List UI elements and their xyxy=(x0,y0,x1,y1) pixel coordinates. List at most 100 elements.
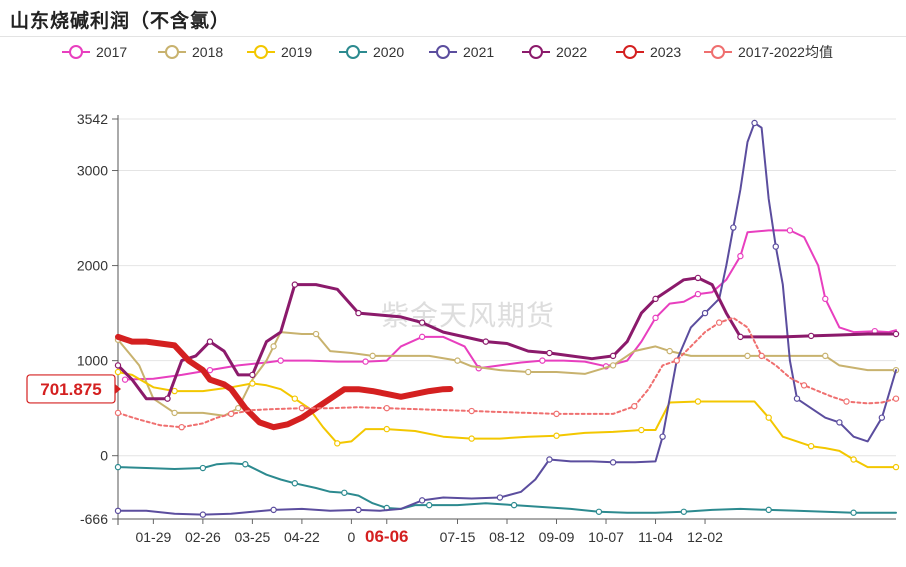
x-tick-label: 08-12 xyxy=(489,529,525,545)
series-point-2022 xyxy=(482,338,489,345)
series-point-2020 xyxy=(291,480,299,487)
series-point-2017 xyxy=(786,227,794,234)
y-tick-label: 3000 xyxy=(77,163,108,179)
series-point-2021 xyxy=(546,456,553,463)
title-divider xyxy=(0,36,906,37)
series-point-2021 xyxy=(355,506,362,514)
series-line-2023 xyxy=(115,333,454,431)
series-point-2019 xyxy=(468,435,475,442)
legend-item-2019[interactable]: 2019 xyxy=(247,44,312,60)
series-point-2022 xyxy=(164,395,171,402)
series-point-2022 xyxy=(355,309,362,317)
series-point-2019 xyxy=(850,456,857,463)
series-point-2018 xyxy=(822,352,829,360)
legend-marker xyxy=(346,45,360,59)
series-point-2017 xyxy=(418,333,426,341)
series-point-2017-2022均值 xyxy=(843,398,850,405)
series-point-2017-2022均值 xyxy=(178,423,185,431)
series-point-2022 xyxy=(249,371,256,379)
series-point-2020 xyxy=(850,509,857,516)
series-point-2017 xyxy=(822,295,829,303)
series-point-2019 xyxy=(638,426,645,434)
y-tick-label: 1000 xyxy=(77,353,108,369)
series-point-2018 xyxy=(270,343,277,350)
series-point-2018 xyxy=(666,347,673,355)
series-point-2018 xyxy=(312,330,320,338)
series-point-2017 xyxy=(362,358,369,365)
series-point-2022 xyxy=(291,281,299,288)
series-point-2022 xyxy=(737,333,744,341)
series-point-2021 xyxy=(701,309,709,317)
series-point-2022 xyxy=(892,330,900,338)
series-point-2020 xyxy=(510,501,518,509)
series-point-2022 xyxy=(807,332,815,340)
series-point-2022 xyxy=(694,274,702,282)
series-point-2022 xyxy=(609,352,617,360)
series-line-2021 xyxy=(117,122,897,516)
series-point-2019 xyxy=(765,414,772,421)
legend-item-2023[interactable]: 2023 xyxy=(616,44,681,60)
legend-marker xyxy=(254,45,268,59)
legend-item-2021[interactable]: 2021 xyxy=(429,44,494,60)
legend-item-2017-2022均值[interactable]: 2017-2022均值 xyxy=(704,44,833,60)
series-point-2021 xyxy=(270,506,277,514)
series-point-2017-2022均值 xyxy=(715,319,723,326)
series-point-2018 xyxy=(235,404,242,412)
series-point-2017-2022均值 xyxy=(758,352,765,360)
series-point-2021 xyxy=(114,507,122,515)
series-point-2017 xyxy=(694,290,702,298)
x-tick-label: 12-02 xyxy=(687,529,723,545)
series-point-2021 xyxy=(609,459,617,466)
x-tick-label: 07-15 xyxy=(440,529,476,545)
y-tick-label: 2000 xyxy=(77,258,108,274)
series-point-2019 xyxy=(334,440,341,447)
series-point-2018 xyxy=(744,352,751,360)
series-point-2018 xyxy=(369,352,376,360)
x-tick-label: 01-29 xyxy=(135,529,171,545)
series-point-2020 xyxy=(426,501,433,509)
series-point-2022 xyxy=(114,362,122,369)
legend-marker xyxy=(69,45,83,59)
series-point-2019 xyxy=(807,442,815,450)
series-point-2017-2022均值 xyxy=(227,410,235,418)
series-point-2017-2022均值 xyxy=(383,404,390,412)
x-tick-label: 11-04 xyxy=(638,529,673,545)
series-point-2019 xyxy=(291,395,299,402)
x-tick-label: 0 xyxy=(348,529,356,545)
legend-label: 2023 xyxy=(650,44,681,60)
series-point-2021 xyxy=(730,224,737,231)
series-point-2018 xyxy=(609,362,617,369)
legend-item-2017[interactable]: 2017 xyxy=(62,44,127,60)
legend-item-2022[interactable]: 2022 xyxy=(522,44,587,60)
series-point-2017-2022均值 xyxy=(298,404,306,412)
series-line-2017-2022均值 xyxy=(117,316,897,429)
series-point-2021 xyxy=(496,494,504,501)
legend-label: 2022 xyxy=(556,44,587,60)
x-tick-label: 10-07 xyxy=(588,529,624,545)
y-tick-label: -666 xyxy=(80,511,108,527)
series-point-2017-2022均值 xyxy=(673,357,680,364)
legend-marker xyxy=(711,45,725,59)
series-point-2020 xyxy=(242,461,249,468)
legend-label: 2017 xyxy=(96,44,127,60)
legend-label: 2017-2022均值 xyxy=(738,44,833,60)
x-tick-label: 09-09 xyxy=(539,529,575,545)
series-point-2019 xyxy=(892,463,900,471)
chart-title: 山东烧碱利润（不含氯） xyxy=(10,11,231,32)
legend-item-2020[interactable]: 2020 xyxy=(339,44,404,60)
current-value-label: 701.875 xyxy=(40,380,101,399)
series-point-2021 xyxy=(418,497,426,504)
y-tick-label: 3542 xyxy=(77,111,108,127)
x-tick-label-highlight: 06-06 xyxy=(365,527,408,546)
series-point-2017 xyxy=(737,252,744,260)
legend-marker xyxy=(623,45,637,59)
series-point-2020 xyxy=(595,508,603,515)
series-line-2017 xyxy=(124,229,897,381)
series-point-2018 xyxy=(454,357,461,364)
series-point-2017-2022均值 xyxy=(553,410,560,418)
legend-item-2018[interactable]: 2018 xyxy=(158,44,223,60)
series-point-2021 xyxy=(878,414,886,421)
legend-marker xyxy=(529,45,543,59)
series-point-2020 xyxy=(199,464,207,472)
